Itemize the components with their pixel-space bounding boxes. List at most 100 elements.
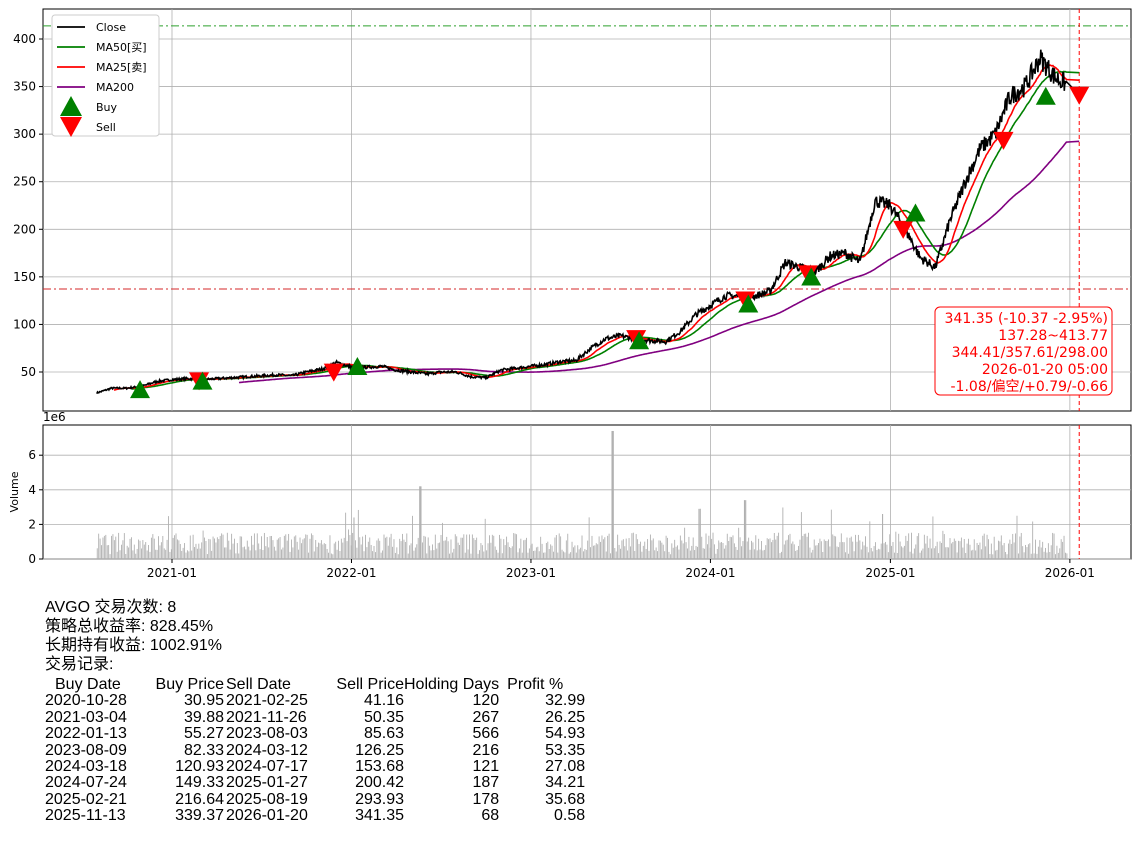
volume-bar	[842, 542, 844, 559]
volume-bar	[560, 536, 562, 559]
y-tick-label: 200	[13, 222, 36, 236]
volume-bar	[815, 545, 817, 559]
volume-bar	[993, 536, 995, 559]
col-buy-date: Buy Date	[55, 676, 121, 693]
sell-marker	[323, 363, 344, 382]
volume-bar	[657, 551, 659, 559]
volume-bar	[501, 553, 503, 559]
volume-bar	[698, 508, 700, 559]
table-cell: 121	[472, 758, 500, 776]
volume-bar	[353, 517, 355, 559]
volume-bar	[490, 542, 492, 559]
volume-bar	[718, 540, 720, 559]
volume-bar	[712, 532, 714, 559]
volume-bar	[979, 542, 981, 559]
x-tick-label: 2023-01	[506, 566, 556, 580]
volume-bar	[595, 543, 597, 559]
volume-bar	[788, 535, 790, 559]
volume-bar	[928, 547, 930, 559]
volume-bar	[326, 548, 328, 559]
volume-bar	[883, 543, 885, 559]
volume-bar	[496, 549, 498, 559]
volume-bar	[810, 552, 812, 559]
volume-bar	[962, 547, 964, 559]
volume-bar	[601, 535, 603, 559]
volume-bar	[508, 546, 510, 559]
volume-bar	[832, 534, 834, 559]
volume-bar	[166, 539, 168, 559]
buy-marker	[629, 331, 650, 350]
volume-bar	[960, 537, 962, 559]
volume-bar	[808, 532, 809, 559]
volume-bar	[295, 535, 297, 559]
volume-bar	[699, 508, 701, 559]
volume-bar	[308, 552, 310, 559]
volume-bar	[706, 544, 708, 559]
volume-bar	[739, 537, 741, 559]
volume-bar	[526, 537, 527, 559]
volume-bar	[1052, 532, 1054, 559]
volume-bar	[99, 538, 101, 559]
volume-bar	[212, 536, 214, 559]
volume-bar	[627, 550, 629, 559]
table-cell: 26.25	[545, 708, 586, 726]
volume-bar	[988, 539, 989, 559]
volume-bar	[684, 527, 686, 559]
volume-bar	[186, 550, 188, 559]
volume-bar	[759, 549, 761, 559]
volume-bar	[463, 534, 465, 559]
volume-bar	[150, 537, 152, 559]
table-cell: 153.68	[355, 758, 404, 776]
volume-bar	[925, 543, 927, 559]
table-cell: 267	[472, 708, 500, 726]
annotation-line: 341.35 (-10.37 -2.95%)	[945, 311, 1108, 327]
volume-bar	[938, 553, 940, 559]
volume-bar	[862, 541, 864, 559]
volume-bar	[990, 543, 992, 559]
volume-bar	[533, 550, 534, 559]
volume-bar	[221, 533, 223, 559]
volume-bar	[704, 548, 706, 559]
volume-bar	[809, 547, 811, 559]
volume-bar	[309, 538, 311, 559]
volume-bar	[865, 536, 866, 559]
volume-bar	[793, 544, 795, 559]
volume-bar	[659, 540, 661, 559]
volume-bar	[320, 540, 322, 559]
volume-bar	[269, 536, 271, 559]
buy-marker	[738, 294, 759, 313]
volume-bar	[206, 554, 208, 559]
volume-bar	[543, 552, 544, 559]
volume-bar	[1047, 543, 1049, 559]
volume-bar	[713, 544, 715, 559]
volume-bar	[390, 533, 392, 559]
volume-bar	[335, 541, 337, 559]
volume-bar	[266, 536, 268, 559]
volume-bar	[306, 534, 308, 559]
volume-bar	[516, 534, 518, 559]
volume-bar	[259, 549, 261, 559]
volume-bar	[608, 533, 610, 559]
volume-bar	[779, 553, 781, 559]
volume-bar	[251, 535, 253, 559]
volume-bar	[256, 533, 258, 559]
volume-bar	[531, 543, 533, 559]
volume-bar	[624, 546, 626, 559]
volume-bar	[312, 535, 314, 559]
volume-bar	[136, 548, 138, 559]
volume-bar	[261, 536, 262, 559]
volume-bar	[402, 533, 403, 559]
legend-label: MA200	[96, 81, 134, 94]
table-cell: 149.33	[175, 774, 224, 792]
volume-bar	[796, 549, 798, 559]
volume-bar	[912, 553, 914, 559]
table-cell: 339.37	[175, 807, 224, 825]
volume-bar	[160, 542, 162, 559]
table-cell: 200.42	[355, 774, 404, 792]
volume-bar	[265, 546, 267, 559]
volume-bar	[521, 552, 523, 559]
volume-bar	[577, 545, 579, 559]
volume-axes-frame	[42, 424, 1132, 560]
volume-bar	[574, 545, 576, 559]
volume-bar	[350, 545, 352, 559]
